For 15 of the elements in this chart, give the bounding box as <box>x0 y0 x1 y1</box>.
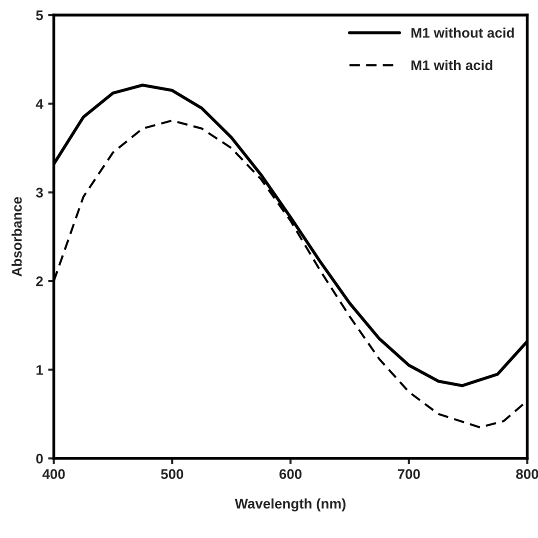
y-tick-label: 4 <box>36 99 44 109</box>
y-tick-label: 5 <box>36 10 43 20</box>
y-tick-label: 1 <box>36 365 43 375</box>
y-tick-label: 3 <box>36 188 43 198</box>
y-tick-label: 0 <box>36 454 43 464</box>
x-tick-label: 500 <box>161 469 184 479</box>
x-tick-label: 600 <box>279 469 302 479</box>
x-tick-label: 400 <box>42 469 65 479</box>
y-axis-title: Absorbance <box>12 197 22 277</box>
y-tick-label: 2 <box>36 276 43 286</box>
legend-label: M1 without acid <box>412 28 514 38</box>
x-tick-label: 700 <box>398 469 420 479</box>
legend-label: M1 with acid <box>412 60 492 70</box>
x-axis-title: Wavelength (nm) <box>234 498 346 512</box>
x-tick-label: 800 <box>516 469 538 479</box>
